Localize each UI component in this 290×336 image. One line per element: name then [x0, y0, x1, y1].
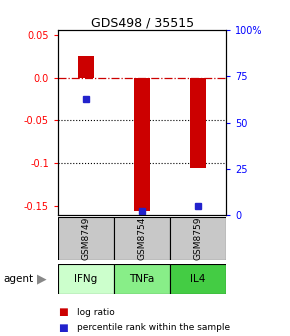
Bar — [114, 217, 170, 260]
Text: agent: agent — [3, 274, 33, 284]
Bar — [170, 217, 226, 260]
Text: ▶: ▶ — [37, 272, 47, 285]
Text: ■: ■ — [58, 307, 68, 318]
Text: log ratio: log ratio — [77, 308, 115, 317]
Text: ■: ■ — [58, 323, 68, 333]
Text: GSM8759: GSM8759 — [194, 217, 203, 260]
Bar — [134, 78, 150, 211]
Bar — [58, 217, 114, 260]
Text: IL4: IL4 — [191, 274, 206, 284]
Text: GSM8754: GSM8754 — [137, 217, 147, 260]
Bar — [78, 56, 94, 78]
Text: IFNg: IFNg — [75, 274, 98, 284]
Text: GSM8749: GSM8749 — [81, 217, 90, 260]
Text: TNFa: TNFa — [129, 274, 155, 284]
Bar — [114, 264, 170, 294]
Bar — [58, 264, 114, 294]
Text: percentile rank within the sample: percentile rank within the sample — [77, 323, 230, 332]
Bar — [170, 264, 226, 294]
Title: GDS498 / 35515: GDS498 / 35515 — [90, 16, 194, 29]
Bar — [190, 78, 206, 168]
